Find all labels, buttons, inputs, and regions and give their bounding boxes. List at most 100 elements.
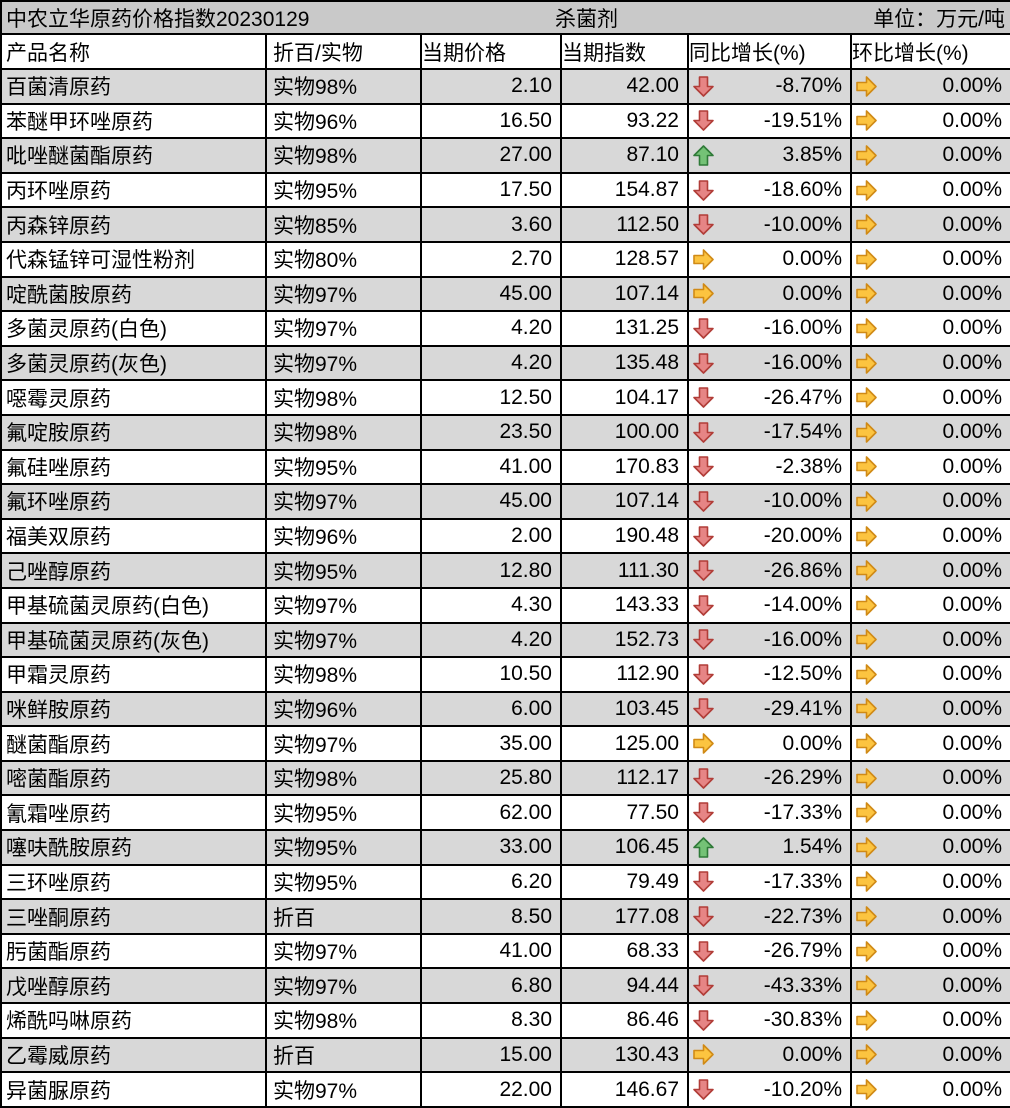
down-arrow-icon: [692, 386, 715, 409]
product-name: 百菌清原药: [0, 68, 267, 105]
col-header-mom: 环比增长(%): [849, 33, 1010, 70]
mom-value: 0.00%: [942, 143, 1003, 167]
right-arrow-icon: [855, 75, 878, 98]
table-row: 福美双原药 实物96% 2.00 190.48 -20.00% 0.00%: [0, 517, 1010, 555]
table-row: 氰霜唑原药 实物95% 62.00 77.50 -17.33% 0.00%: [0, 794, 1010, 832]
index: 93.22: [560, 102, 689, 140]
price: 12.80: [420, 552, 562, 589]
yoy-value: -12.50%: [763, 662, 842, 686]
spec: 实物97%: [265, 967, 422, 1005]
right-arrow-icon: [855, 317, 878, 340]
yoy-value: -43.33%: [763, 973, 842, 997]
table-row: 丙环唑原药 实物95% 17.50 154.87 -18.60% 0.00%: [0, 171, 1010, 209]
right-arrow-icon: [855, 386, 878, 409]
mom-value: 0.00%: [942, 489, 1003, 513]
price: 41.00: [420, 932, 562, 970]
column-header-row: 产品名称 折百/实物 当期价格 当期指数 同比增长(%) 环比增长(%): [0, 33, 1010, 70]
table-row: 戊唑醇原药 实物97% 6.80 94.44 -43.33% 0.00%: [0, 967, 1010, 1005]
table-row: 氟硅唑原药 实物95% 41.00 170.83 -2.38% 0.00%: [0, 448, 1010, 486]
product-name: 噻呋酰胺原药: [0, 829, 267, 866]
spec: 实物96%: [265, 102, 422, 140]
down-arrow-icon: [692, 905, 715, 928]
table-row: 噻呋酰胺原药 实物95% 33.00 106.45 1.54% 0.00%: [0, 829, 1010, 866]
right-arrow-icon: [692, 732, 715, 755]
yoy-value: -26.79%: [763, 939, 842, 963]
yoy-value: 0.00%: [782, 731, 842, 755]
right-arrow-icon: [855, 282, 878, 305]
down-arrow-icon: [692, 801, 715, 824]
price: 6.00: [420, 690, 562, 728]
right-arrow-icon: [855, 1043, 878, 1066]
right-arrow-icon: [855, 663, 878, 686]
product-name: 乙霉威原药: [0, 1036, 267, 1074]
product-name: 噁霉灵原药: [0, 379, 267, 416]
right-arrow-icon: [692, 1043, 715, 1066]
spec: 实物98%: [265, 413, 422, 451]
price: 6.20: [420, 863, 562, 901]
price: 27.00: [420, 137, 562, 174]
spec: 实物98%: [265, 137, 422, 174]
category-label: 杀菌剂: [555, 7, 618, 31]
yoy-value: -20.00%: [763, 524, 842, 548]
product-name: 苯醚甲环唑原药: [0, 102, 267, 140]
product-name: 三唑酮原药: [0, 898, 267, 935]
price: 22.00: [420, 1071, 562, 1108]
mom-value: 0.00%: [942, 420, 1003, 444]
mom-value: 0.00%: [942, 558, 1003, 582]
table-row: 甲基硫菌灵原药(灰色) 实物97% 4.20 152.73 -16.00% 0.…: [0, 621, 1010, 659]
down-arrow-icon: [692, 870, 715, 893]
mom-value: 0.00%: [942, 247, 1003, 271]
price: 23.50: [420, 413, 562, 451]
index: 79.49: [560, 863, 689, 901]
product-name: 丙森锌原药: [0, 206, 267, 243]
yoy-value: -26.29%: [763, 766, 842, 790]
product-name: 肟菌酯原药: [0, 932, 267, 970]
product-name: 嘧菌酯原药: [0, 759, 267, 797]
right-arrow-icon: [855, 697, 878, 720]
right-arrow-icon: [855, 248, 878, 271]
price: 10.50: [420, 656, 562, 693]
product-name: 醚菌酯原药: [0, 725, 267, 762]
table-row: 甲基硫菌灵原药(白色) 实物97% 4.30 143.33 -14.00% 0.…: [0, 586, 1010, 624]
table-row: 多菌灵原药(灰色) 实物97% 4.20 135.48 -16.00% 0.00…: [0, 344, 1010, 382]
table-row: 异菌脲原药 实物97% 22.00 146.67 -10.20% 0.00%: [0, 1071, 1010, 1108]
index: 103.45: [560, 690, 689, 728]
index: 190.48: [560, 517, 689, 555]
down-arrow-icon: [692, 767, 715, 790]
yoy-value: -26.47%: [763, 385, 842, 409]
yoy-value: -30.83%: [763, 1008, 842, 1032]
yoy-value: 0.00%: [782, 247, 842, 271]
table-row: 苯醚甲环唑原药 实物96% 16.50 93.22 -19.51% 0.00%: [0, 102, 1010, 140]
price: 2.10: [420, 68, 562, 105]
product-name: 烯酰吗啉原药: [0, 1002, 267, 1039]
spec: 实物96%: [265, 517, 422, 555]
yoy-value: -22.73%: [763, 904, 842, 928]
down-arrow-icon: [692, 594, 715, 617]
down-arrow-icon: [692, 317, 715, 340]
right-arrow-icon: [855, 525, 878, 548]
yoy-value: -19.51%: [763, 108, 842, 132]
index: 106.45: [560, 829, 689, 866]
yoy-value: -10.20%: [763, 1077, 842, 1101]
spec: 实物97%: [265, 1071, 422, 1108]
mom-value: 0.00%: [942, 524, 1003, 548]
table-row: 三唑酮原药 折百 8.50 177.08 -22.73% 0.00%: [0, 898, 1010, 935]
product-name: 氟啶胺原药: [0, 413, 267, 451]
table-row: 醚菌酯原药 实物97% 35.00 125.00 0.00% 0.00%: [0, 725, 1010, 762]
mom-value: 0.00%: [942, 74, 1003, 98]
yoy-value: 0.00%: [782, 1042, 842, 1066]
product-name: 己唑醇原药: [0, 552, 267, 589]
down-arrow-icon: [692, 697, 715, 720]
spec: 实物96%: [265, 690, 422, 728]
mom-value: 0.00%: [942, 869, 1003, 893]
down-arrow-icon: [692, 1078, 715, 1101]
down-arrow-icon: [692, 940, 715, 963]
right-arrow-icon: [855, 767, 878, 790]
table-row: 甲霜灵原药 实物98% 10.50 112.90 -12.50% 0.00%: [0, 656, 1010, 693]
table-row: 乙霉威原药 折百 15.00 130.43 0.00% 0.00%: [0, 1036, 1010, 1074]
spec: 实物98%: [265, 68, 422, 105]
yoy-value: -8.70%: [775, 74, 842, 98]
index: 77.50: [560, 794, 689, 832]
yoy-value: -29.41%: [763, 696, 842, 720]
index: 87.10: [560, 137, 689, 174]
